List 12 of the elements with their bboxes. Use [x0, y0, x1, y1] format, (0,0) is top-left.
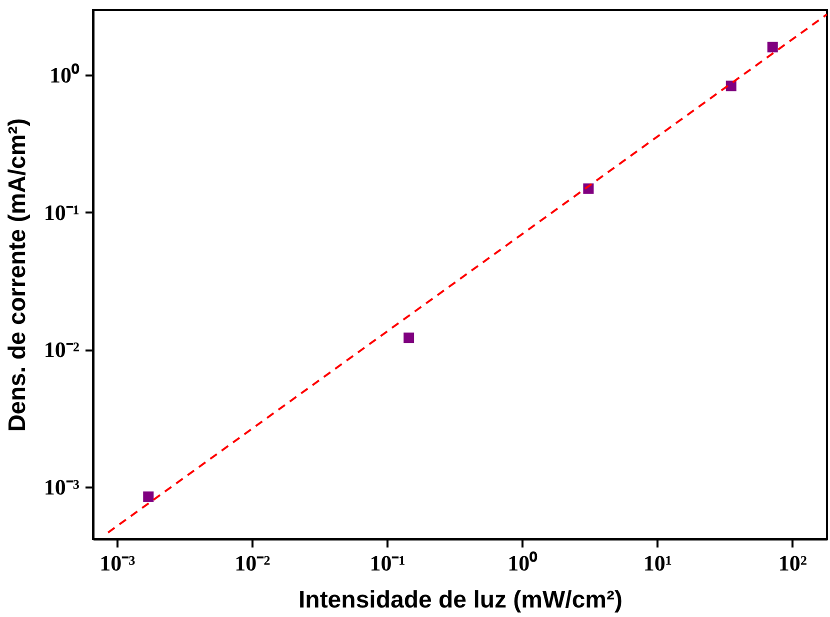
x-axis-title: Intensidade de luz (mW/cm²) — [298, 586, 623, 614]
x-tick-label: 10² — [778, 550, 808, 576]
x-tick-label: 10¹ — [643, 550, 672, 576]
y-tick-label: 10⁻³ — [44, 474, 80, 500]
y-tick-label: 10⁻¹ — [44, 200, 80, 225]
x-tick-label: 10⁻¹ — [370, 550, 406, 576]
y-axis-title: Dens. de corrente (mA/cm²) — [4, 118, 31, 432]
x-tick-label: 10⁻³ — [100, 550, 136, 576]
y-tick-label: 10⁰ — [50, 62, 80, 88]
y-tick-label: 10⁻² — [44, 337, 80, 362]
x-tick-label: 10⁻² — [234, 550, 271, 576]
x-tick-label: 10⁰ — [508, 550, 538, 576]
